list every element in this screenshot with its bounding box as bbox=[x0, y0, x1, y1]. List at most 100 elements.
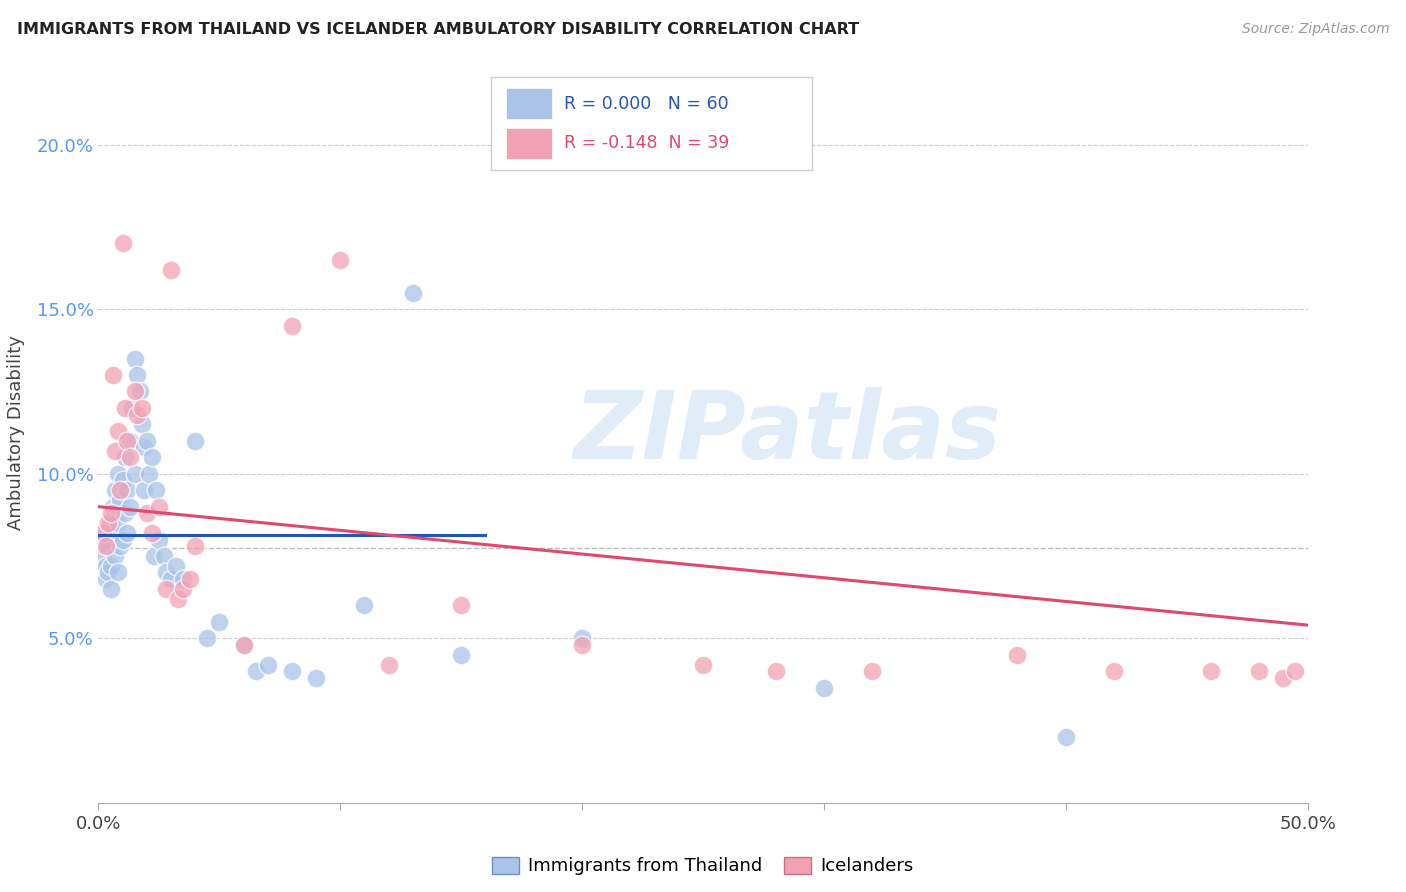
Point bbox=[124, 351, 146, 366]
Point bbox=[450, 599, 472, 613]
Point bbox=[765, 664, 787, 678]
Point bbox=[813, 681, 835, 695]
Point bbox=[108, 539, 131, 553]
Point bbox=[172, 582, 194, 596]
Point bbox=[195, 632, 218, 646]
Point bbox=[91, 526, 114, 541]
Point bbox=[1054, 730, 1077, 744]
Point bbox=[145, 483, 167, 498]
Point bbox=[143, 549, 166, 563]
Point bbox=[111, 236, 134, 251]
Point bbox=[117, 526, 139, 541]
Point bbox=[97, 539, 120, 553]
Point bbox=[94, 572, 117, 586]
Point bbox=[91, 549, 114, 563]
Point bbox=[124, 384, 146, 399]
Point bbox=[100, 558, 122, 573]
Point bbox=[1007, 648, 1029, 662]
Point bbox=[94, 539, 117, 553]
Point bbox=[232, 638, 254, 652]
Point bbox=[1199, 664, 1222, 678]
Point bbox=[353, 599, 375, 613]
FancyBboxPatch shape bbox=[506, 88, 551, 120]
Point bbox=[184, 434, 207, 448]
Point bbox=[104, 483, 127, 498]
FancyBboxPatch shape bbox=[492, 78, 811, 169]
Text: ZIPatlas: ZIPatlas bbox=[574, 386, 1001, 479]
Point bbox=[571, 632, 593, 646]
Point bbox=[121, 401, 143, 415]
Point bbox=[281, 664, 304, 678]
Point bbox=[256, 657, 278, 672]
Point bbox=[97, 516, 120, 530]
Point bbox=[148, 533, 170, 547]
Point bbox=[131, 417, 153, 432]
Point bbox=[160, 572, 183, 586]
Point bbox=[107, 566, 129, 580]
Point bbox=[450, 648, 472, 662]
Point bbox=[124, 467, 146, 481]
Point bbox=[208, 615, 231, 629]
Point bbox=[100, 582, 122, 596]
Point bbox=[305, 671, 328, 685]
Point bbox=[1249, 664, 1271, 678]
Point bbox=[155, 566, 177, 580]
Point bbox=[135, 434, 157, 448]
Point bbox=[91, 526, 114, 541]
Point bbox=[1272, 671, 1295, 685]
Point bbox=[160, 262, 183, 277]
Point bbox=[101, 368, 124, 382]
Point bbox=[1284, 664, 1306, 678]
FancyBboxPatch shape bbox=[506, 128, 551, 159]
Point bbox=[97, 566, 120, 580]
Point bbox=[165, 558, 187, 573]
Point bbox=[127, 408, 149, 422]
Point bbox=[111, 473, 134, 487]
Point bbox=[571, 638, 593, 652]
Point bbox=[94, 558, 117, 573]
Point bbox=[114, 401, 136, 415]
Point bbox=[100, 506, 122, 520]
Point bbox=[155, 582, 177, 596]
Point bbox=[135, 506, 157, 520]
Point bbox=[1102, 664, 1125, 678]
Point bbox=[141, 450, 163, 465]
Point bbox=[402, 285, 425, 300]
Point bbox=[138, 467, 160, 481]
Point bbox=[134, 483, 156, 498]
Point bbox=[107, 467, 129, 481]
Point bbox=[111, 533, 134, 547]
Point bbox=[141, 526, 163, 541]
Point bbox=[108, 493, 131, 508]
Point bbox=[114, 506, 136, 520]
Point bbox=[172, 572, 194, 586]
Point bbox=[245, 664, 267, 678]
Point bbox=[377, 657, 399, 672]
Point bbox=[107, 516, 129, 530]
Point bbox=[860, 664, 883, 678]
Point bbox=[127, 368, 149, 382]
Point bbox=[329, 252, 352, 267]
Point bbox=[134, 441, 156, 455]
Point bbox=[104, 443, 127, 458]
Point bbox=[281, 318, 304, 333]
Point bbox=[179, 572, 201, 586]
Legend: Immigrants from Thailand, Icelanders: Immigrants from Thailand, Icelanders bbox=[485, 849, 921, 882]
Point bbox=[104, 549, 127, 563]
Text: R = -0.148  N = 39: R = -0.148 N = 39 bbox=[564, 134, 730, 153]
Point bbox=[184, 539, 207, 553]
Text: IMMIGRANTS FROM THAILAND VS ICELANDER AMBULATORY DISABILITY CORRELATION CHART: IMMIGRANTS FROM THAILAND VS ICELANDER AM… bbox=[17, 22, 859, 37]
Point bbox=[101, 500, 124, 514]
Point bbox=[128, 384, 150, 399]
Point bbox=[94, 533, 117, 547]
Point bbox=[232, 638, 254, 652]
Point bbox=[692, 657, 714, 672]
Point bbox=[117, 434, 139, 448]
Point bbox=[118, 500, 141, 514]
Point bbox=[167, 591, 190, 606]
Point bbox=[148, 500, 170, 514]
Point bbox=[107, 424, 129, 438]
Y-axis label: Ambulatory Disability: Ambulatory Disability bbox=[7, 335, 25, 530]
Point bbox=[108, 483, 131, 498]
Point bbox=[114, 450, 136, 465]
